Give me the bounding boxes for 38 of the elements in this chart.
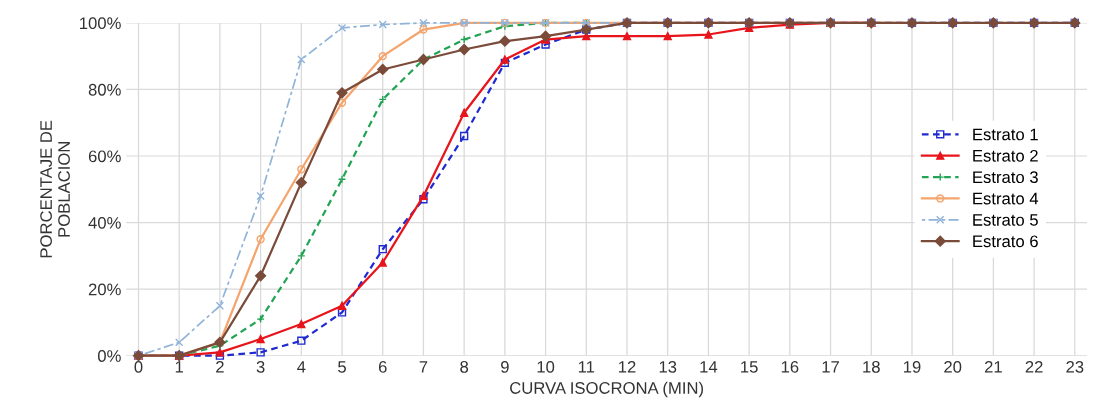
x-tick-label: 9: [501, 360, 509, 373]
x-tick-label: 22: [1025, 360, 1043, 373]
y-tick-label: 100%: [80, 17, 121, 30]
x-tick-label: 18: [863, 360, 880, 373]
x-tick-label: 10: [537, 360, 555, 373]
x-tick-label: 12: [619, 360, 636, 373]
x-tick-label: 6: [378, 360, 387, 373]
x-tick-label: 15: [741, 361, 758, 373]
x-tick-label: 11: [578, 361, 595, 373]
x-tick-label: 14: [700, 361, 718, 373]
legend-label: Estrato 1: [973, 128, 1038, 141]
x-tick-label: 16: [781, 360, 799, 373]
x-tick-label: 5: [338, 361, 346, 373]
x-tick-label: 2: [216, 360, 224, 373]
x-tick-label: 20: [944, 360, 962, 373]
y-tick-label: 20%: [88, 283, 121, 296]
x-tick-label: 1: [175, 361, 184, 373]
legend-label: Estrato 3: [973, 171, 1038, 184]
legend-label: Estrato 2: [973, 149, 1038, 162]
y-axis-title: PORCENTAJE DE POBLACION: [40, 120, 70, 258]
y-tick-label: 60%: [88, 150, 121, 163]
y-tick-label: 40%: [88, 216, 121, 229]
legend-label: Estrato 5: [973, 214, 1038, 226]
x-tick-label: 7: [419, 361, 428, 373]
x-tick-label: 8: [460, 360, 469, 373]
y-tick-label: 0%: [97, 350, 121, 362]
x-tick-label: 3: [256, 360, 265, 373]
y-tick-label: 80%: [88, 83, 121, 96]
legend-label: Estrato 4: [973, 192, 1039, 205]
x-tick-label: 4: [297, 361, 306, 373]
x-tick-label: 23: [1066, 360, 1084, 373]
x-tick-label: 13: [659, 360, 677, 373]
x-tick-label: 21: [984, 360, 1002, 373]
x-tick-label: 0: [134, 360, 143, 373]
x-axis-title: CURVA ISOCRONA (MIN): [510, 381, 704, 398]
x-tick-label: 19: [903, 360, 921, 373]
legend-label: Estrato 6: [973, 235, 1038, 248]
x-tick-label: 17: [822, 361, 839, 373]
